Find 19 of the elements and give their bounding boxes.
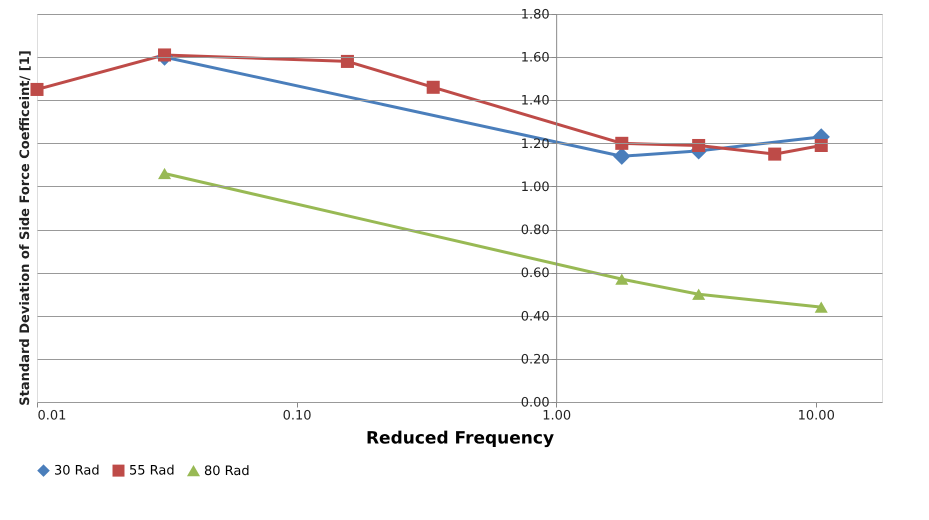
legend-label: 30 Rad (54, 464, 100, 479)
y-tick-label: 0.80 (520, 223, 550, 238)
y-tick-label: 1.00 (520, 180, 550, 195)
x-axis-title: Reduced Frequency (366, 428, 554, 448)
y-axis-title: Standard Deviation of Side Force Coefficeint/ [1] (18, 50, 33, 406)
legend-label: 80 Rad (204, 464, 250, 479)
x-tick-label: 1.00 (542, 408, 572, 424)
y-tick-label: 0.00 (520, 396, 550, 410)
x-tick-label: 0.10 (282, 408, 312, 424)
x-tick-label: 10.00 (798, 408, 835, 424)
y-tick-label: 1.60 (520, 50, 550, 66)
x-tick-label: 0.01 (38, 408, 66, 424)
y-tick-label: 1.40 (520, 94, 550, 109)
y-tick-label: 1.80 (520, 8, 550, 22)
y-tick-label: 0.60 (520, 266, 550, 282)
y-tick-label: 0.40 (520, 309, 550, 324)
y-tick-label: 1.20 (520, 136, 550, 152)
y-tick-label: 0.20 (520, 352, 550, 368)
legend-label: 55 Rad (129, 464, 175, 479)
